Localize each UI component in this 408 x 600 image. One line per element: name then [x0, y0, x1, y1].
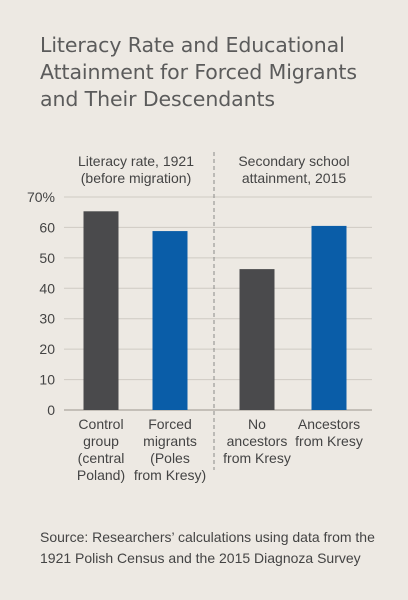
y-tick-label: 40: [39, 280, 55, 296]
group-label-line: attainment, 2015: [242, 170, 347, 186]
category-label-line: Poland): [77, 467, 125, 483]
bar-1-1: [311, 225, 347, 410]
bars: [83, 211, 347, 410]
group-label: Literacy rate, 1921 (before migration): [78, 153, 194, 186]
y-tick-label: 20: [39, 341, 55, 357]
bar-1-0: [239, 269, 275, 410]
category-label-line: Ancestors: [298, 416, 360, 432]
source-note: Source: Researchers’ calculations using …: [40, 529, 375, 566]
bar-0-1: [152, 231, 188, 410]
bar-0-0: [83, 211, 119, 410]
category-label: No ancestors from Kresy: [223, 416, 291, 466]
y-tick-label: 30: [39, 311, 55, 327]
y-axis-ticks: 0 10 20 30 40 50 60 70%: [27, 189, 55, 418]
category-label-line: from Kresy): [134, 467, 206, 483]
category-label: Control group (central Poland): [77, 416, 125, 483]
category-label-line: Control: [78, 416, 123, 432]
y-tick-label: 60: [39, 219, 55, 235]
group-label-line: Literacy rate, 1921: [78, 153, 194, 169]
y-tick-label: 0: [47, 402, 55, 418]
group-label-line: (before migration): [81, 170, 192, 186]
category-label-line: (central: [78, 450, 125, 466]
category-label-line: migrants: [143, 433, 197, 449]
y-tick-label: 50: [39, 250, 55, 266]
bar-chart: 0 10 20 30 40 50 60 70% Control group (central Pol…: [27, 152, 372, 483]
chart-title: Literacy Rate and Educational Attainment…: [40, 33, 357, 111]
group-label-line: Secondary school: [238, 153, 349, 169]
y-tick-label: 70%: [27, 189, 55, 205]
group-labels: Literacy rate, 1921 (before migration) Sec…: [78, 152, 350, 470]
category-label-line: ancestors: [227, 433, 288, 449]
category-label-line: from Kresy: [223, 450, 291, 466]
category-label-line: from Kresy: [295, 433, 363, 449]
category-label: Forced migrants (Poles from Kresy): [134, 416, 206, 483]
category-labels: Control group (central Poland)Forced migrant…: [77, 416, 363, 483]
category-label: Ancestors from Kresy: [295, 416, 363, 449]
group-label: Secondary school attainment, 2015: [238, 153, 349, 186]
y-tick-label: 10: [39, 372, 55, 388]
category-label-line: Forced: [148, 416, 192, 432]
category-label-line: No: [248, 416, 266, 432]
category-label-line: group: [83, 433, 119, 449]
category-label-line: (Poles: [150, 450, 190, 466]
